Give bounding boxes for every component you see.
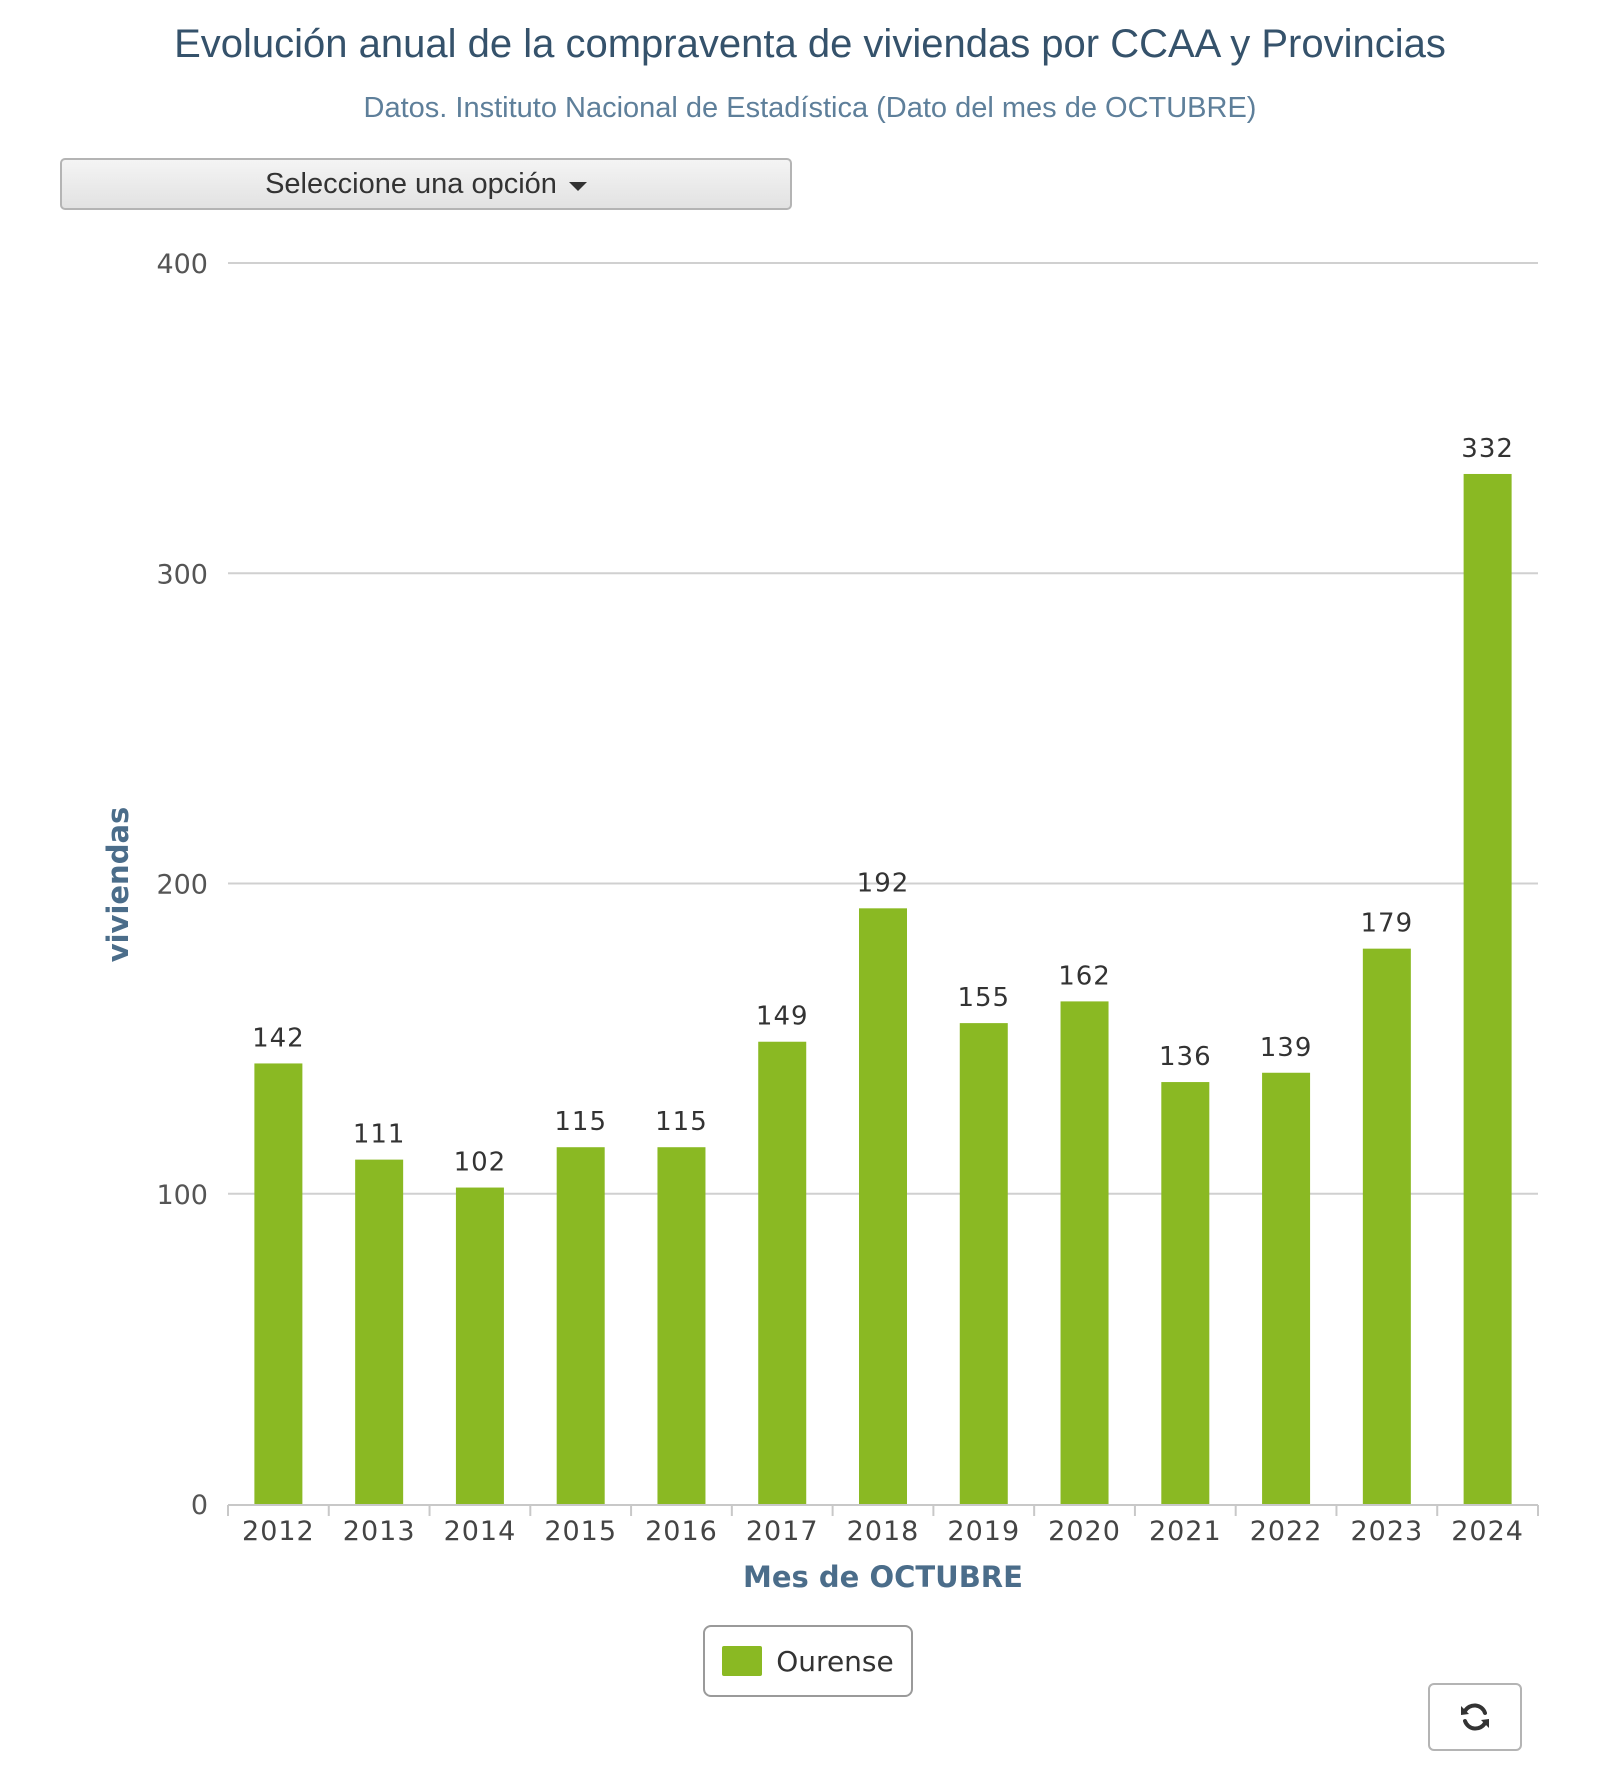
data-label: 332: [1461, 434, 1514, 464]
data-label: 115: [554, 1107, 607, 1137]
chart-title: Evolución anual de la compraventa de viv…: [174, 22, 1446, 66]
bar: [657, 1147, 706, 1504]
data-label: 136: [1159, 1042, 1212, 1072]
x-tick-label: 2022: [1250, 1516, 1323, 1547]
data-label: 139: [1260, 1033, 1313, 1063]
chart-subtitle: Datos. Instituto Nacional de Estadística…: [363, 92, 1257, 124]
x-tick-label: 2016: [645, 1516, 718, 1547]
bar: [758, 1041, 807, 1504]
bar: [355, 1159, 404, 1504]
data-label: 162: [1058, 961, 1111, 991]
option-select-label: Seleccione una opción: [265, 167, 557, 200]
data-label: 111: [353, 1120, 406, 1150]
x-tick-label: 2013: [343, 1516, 416, 1547]
y-tick-label: 100: [156, 1180, 208, 1211]
refresh-icon: [1461, 1703, 1489, 1731]
x-tick-label: 2012: [242, 1516, 315, 1547]
x-tick-label: 2023: [1350, 1516, 1423, 1547]
data-label: 179: [1361, 909, 1414, 939]
bar: [1463, 473, 1512, 1505]
x-tick-label: 2019: [947, 1516, 1020, 1547]
bar: [1060, 1001, 1109, 1504]
data-label: 142: [252, 1023, 305, 1053]
data-label: 102: [454, 1148, 507, 1178]
legend-item-ourense[interactable]: Ourense: [703, 1625, 913, 1697]
legend-label: Ourense: [776, 1644, 894, 1678]
y-tick-label: 300: [156, 559, 208, 590]
bar: [859, 908, 907, 1504]
legend-swatch: [722, 1646, 763, 1676]
bar: [1362, 948, 1411, 1504]
x-axis-title: Mes de OCTUBRE: [743, 1560, 1023, 1594]
bar: [455, 1187, 504, 1504]
data-label: 149: [756, 1002, 809, 1032]
data-label: 192: [857, 868, 910, 898]
bar: [1161, 1082, 1210, 1504]
x-tick-label: 2021: [1149, 1516, 1222, 1547]
y-tick-label: 200: [156, 870, 208, 901]
y-tick-label: 0: [191, 1490, 208, 1521]
data-label: 115: [655, 1107, 708, 1137]
data-label: 155: [957, 983, 1010, 1013]
x-tick-label: 2018: [847, 1516, 920, 1547]
option-select-button[interactable]: Seleccione una opción: [60, 158, 792, 210]
x-tick-label: 2014: [444, 1516, 517, 1547]
x-tick-label: 2017: [746, 1516, 819, 1547]
x-tick-label: 2015: [544, 1516, 617, 1547]
refresh-button[interactable]: [1428, 1683, 1522, 1751]
x-tick-label: 2020: [1048, 1516, 1121, 1547]
bar: [556, 1147, 605, 1504]
y-tick-label: 400: [156, 249, 208, 280]
bar: [1262, 1072, 1311, 1504]
bar: [959, 1023, 1008, 1504]
caret-down-icon: [568, 181, 587, 191]
x-tick-label: 2024: [1451, 1516, 1524, 1547]
y-axis-title: viviendas: [101, 807, 135, 963]
bar: [254, 1063, 303, 1504]
